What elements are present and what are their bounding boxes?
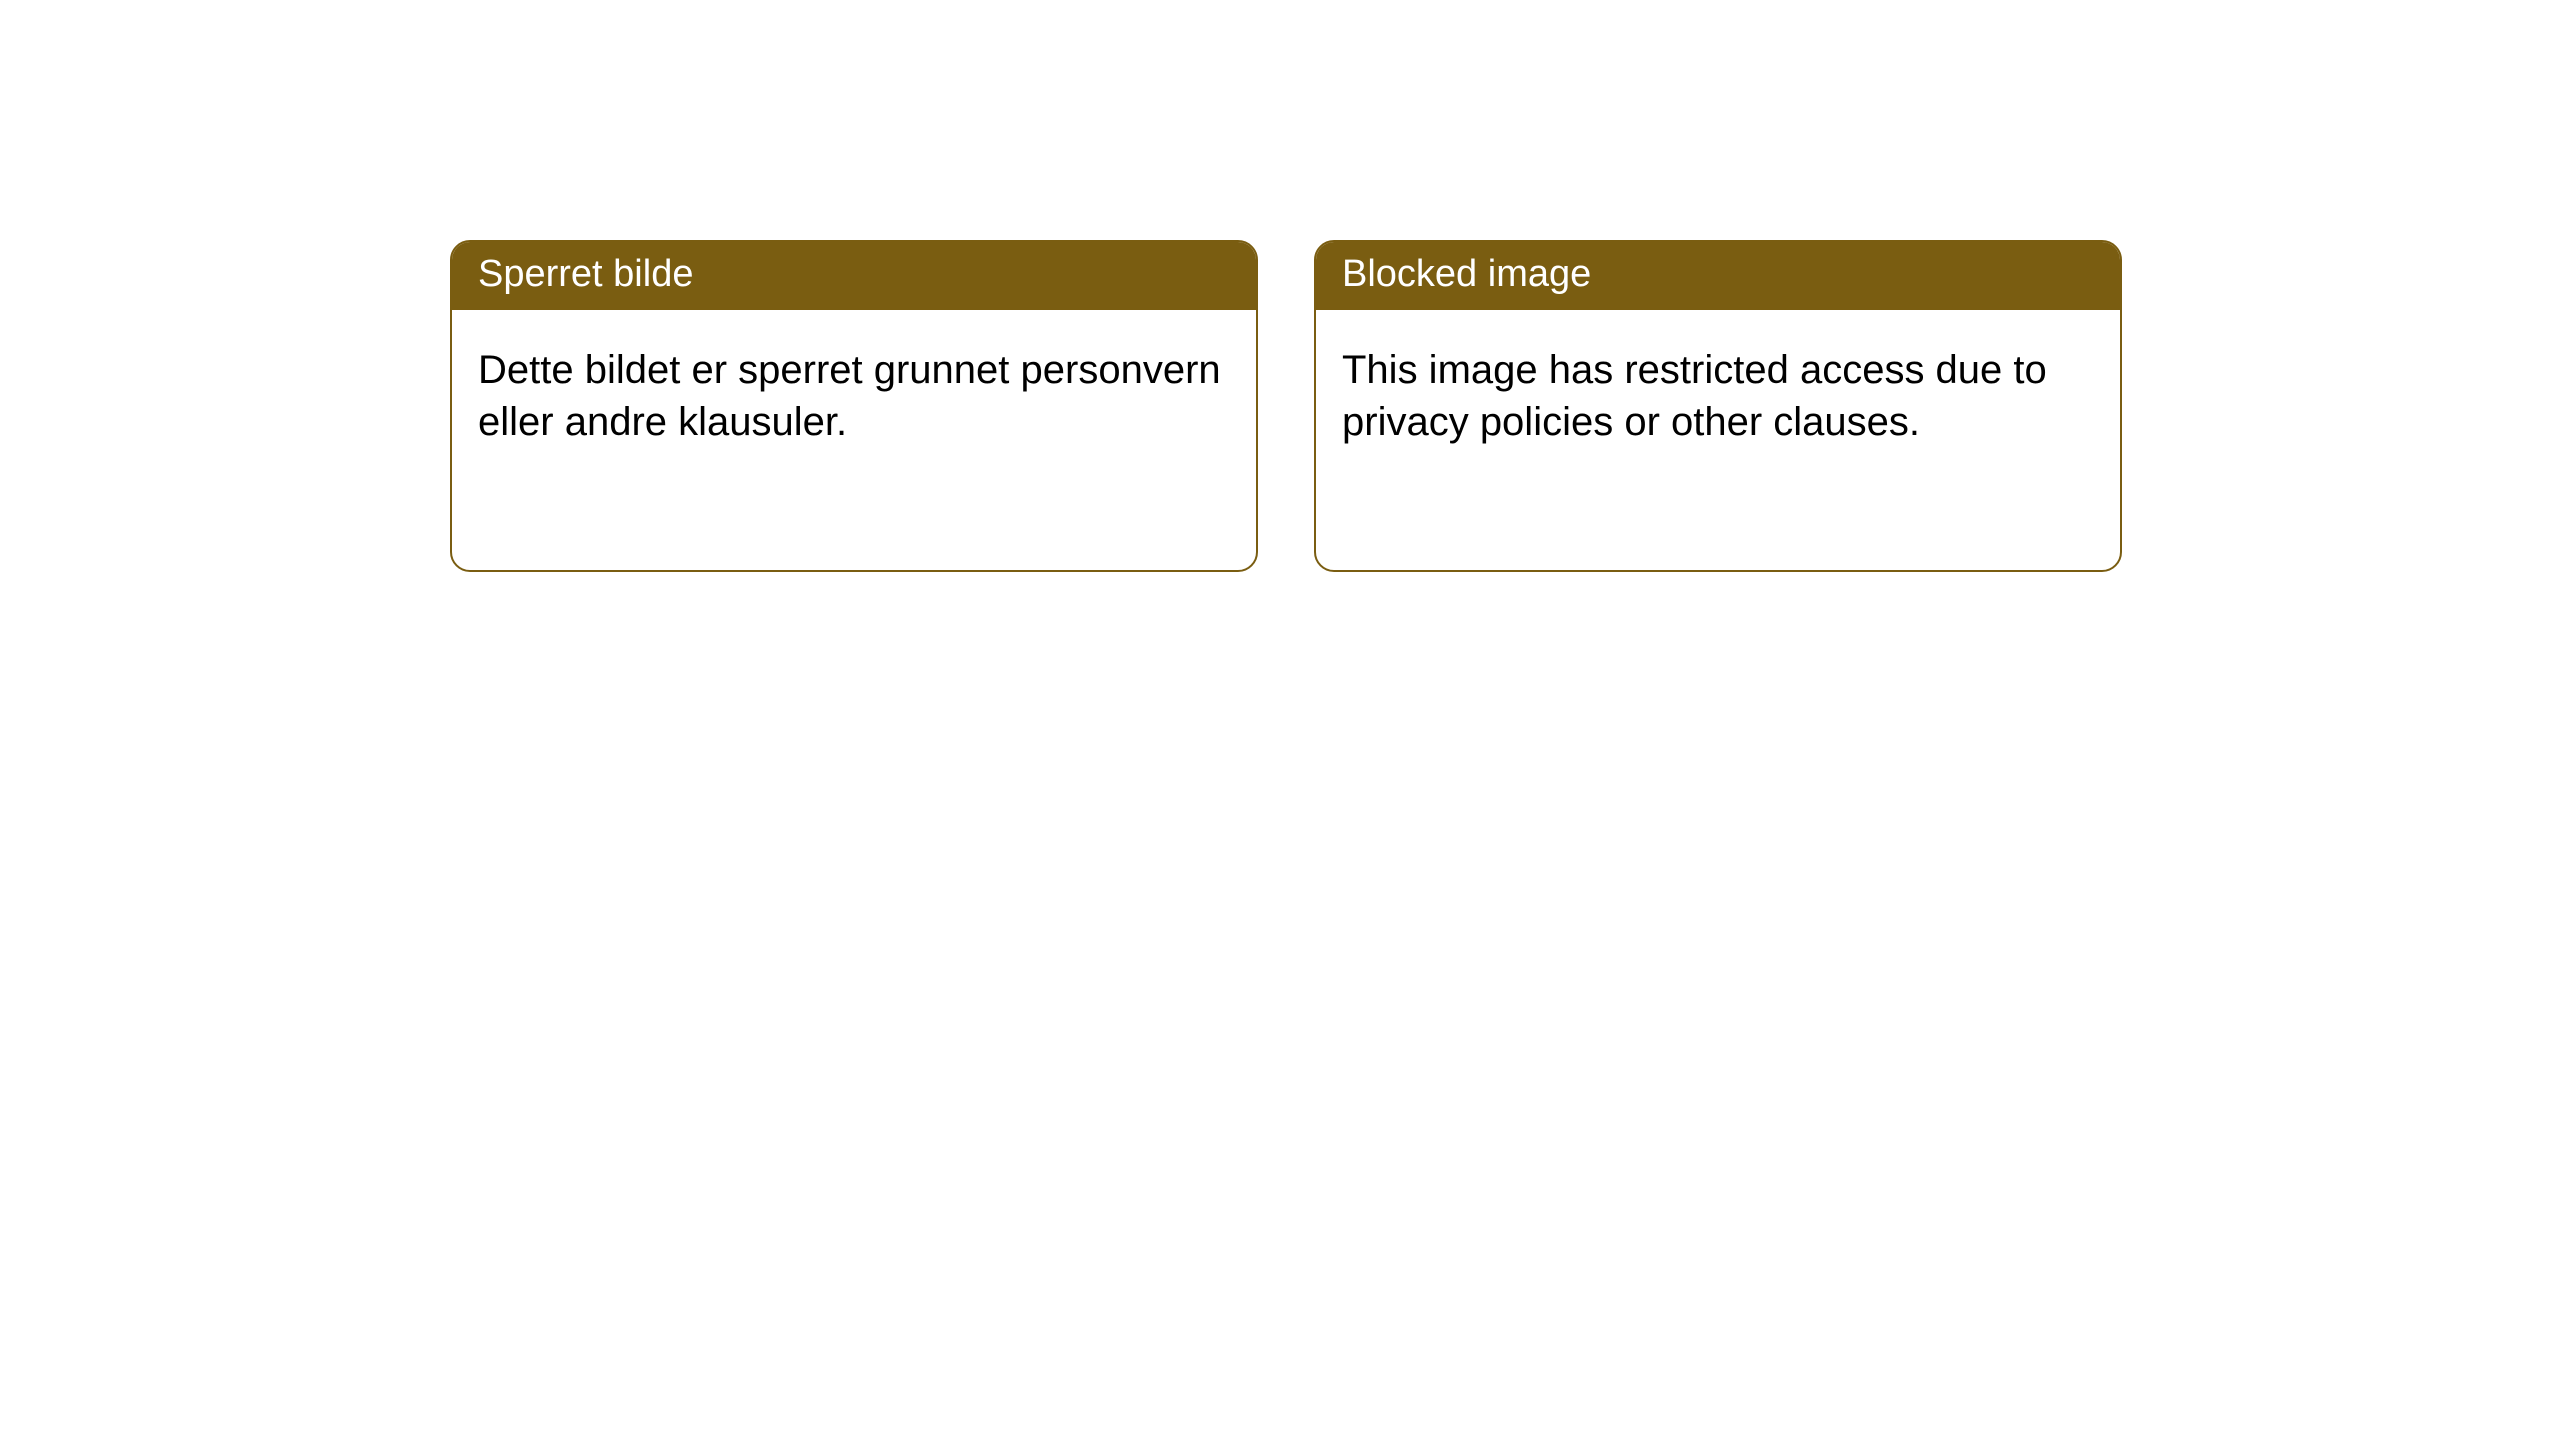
card-body: This image has restricted access due to …: [1316, 310, 2120, 482]
card-message: Dette bildet er sperret grunnet personve…: [478, 348, 1221, 444]
card-message: This image has restricted access due to …: [1342, 348, 2047, 444]
notice-card-english: Blocked image This image has restricted …: [1314, 240, 2122, 572]
notice-cards-container: Sperret bilde Dette bildet er sperret gr…: [0, 0, 2560, 572]
card-header: Sperret bilde: [452, 242, 1256, 310]
card-title: Sperret bilde: [478, 253, 693, 295]
notice-card-norwegian: Sperret bilde Dette bildet er sperret gr…: [450, 240, 1258, 572]
card-title: Blocked image: [1342, 253, 1591, 295]
card-body: Dette bildet er sperret grunnet personve…: [452, 310, 1256, 482]
card-header: Blocked image: [1316, 242, 2120, 310]
